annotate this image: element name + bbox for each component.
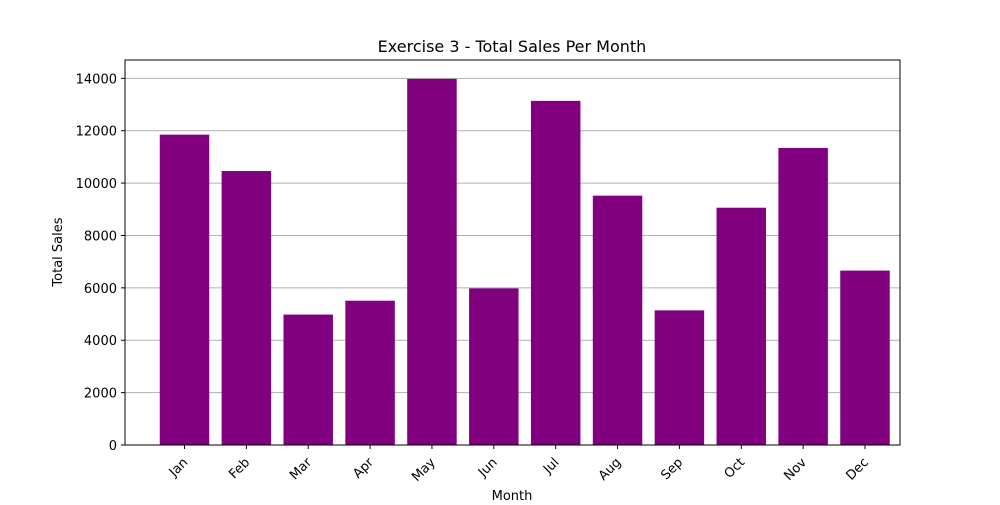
x-tick-label: Sep: [658, 455, 686, 483]
y-tick-label: 8000: [84, 229, 117, 244]
y-tick-label: 2000: [84, 387, 117, 402]
x-tick-label: Jun: [475, 455, 501, 481]
x-tick-label: May: [409, 455, 439, 485]
bars: [159, 78, 890, 446]
bar-may: [407, 78, 457, 445]
bar-jan: [159, 134, 210, 445]
y-tick-label: 14000: [76, 72, 117, 87]
y-tick-label: 4000: [84, 334, 117, 349]
bar-apr: [345, 300, 395, 445]
x-tick-label: Oct: [722, 455, 749, 482]
bar-sep: [654, 310, 705, 445]
bar-mar: [283, 314, 333, 445]
bar-dec: [840, 270, 890, 445]
bar-jul: [530, 100, 581, 445]
bar-jun: [469, 288, 519, 445]
bar-aug: [592, 195, 643, 445]
x-tick-label: Dec: [843, 455, 871, 483]
x-axis-ticks: Jan Feb Mar Apr May Jun Jul Aug Sep Oct Nov Dec: [166, 445, 872, 485]
y-tick-label: 10000: [76, 177, 117, 192]
y-tick-label: 12000: [76, 125, 117, 140]
plot-frame: [124, 59, 901, 446]
x-tick-label: Nov: [781, 455, 810, 484]
x-tick-label: Jul: [540, 455, 562, 477]
bar-feb: [221, 171, 272, 446]
y-tick-label: 6000: [84, 282, 117, 297]
x-axis-label: Month: [492, 489, 533, 500]
y-axis-label: Total Sales: [51, 217, 66, 287]
chart-title: Exercise 3 - Total Sales Per Month: [378, 37, 647, 56]
x-tick-label: Aug: [596, 455, 625, 484]
x-tick-label: Mar: [287, 455, 315, 483]
bar-nov: [778, 148, 828, 445]
x-tick-label: Feb: [226, 455, 253, 482]
bar-oct: [716, 207, 767, 445]
x-tick-label: Apr: [350, 455, 377, 482]
x-tick-label: Jan: [166, 455, 191, 480]
y-tick-label: 0: [109, 439, 117, 454]
y-axis-ticks: 0 2000 4000 6000 8000 10000 12000 14000: [76, 72, 125, 454]
